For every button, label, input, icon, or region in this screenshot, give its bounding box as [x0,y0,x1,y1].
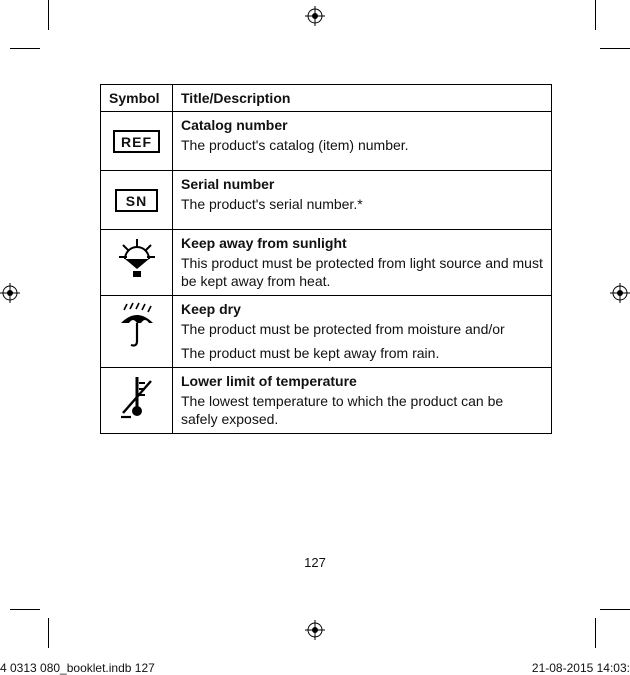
table-row: Keep dry The product must be protected f… [101,296,552,368]
row-desc: This product must be protected from ligh… [181,255,543,290]
desc-cell: Lower limit of temperature The lowest te… [173,368,552,434]
symbols-table: Symbol Title/Description REF Catalog num… [100,84,552,434]
row-desc: The product's catalog (item) number. [181,137,543,155]
reg-mark-top [305,6,325,26]
row-title: Keep away from sunlight [181,235,543,251]
page-number: 127 [0,555,630,570]
reg-mark-bottom [305,620,325,640]
crop-mark [600,609,630,610]
crop-mark [595,618,596,648]
footer-timestamp: 21-08-2015 14:03: [532,661,630,675]
row-desc: The product must be kept away from rain. [181,345,543,363]
lower-temperature-limit-icon [109,373,164,421]
row-title: Lower limit of temperature [181,373,543,389]
row-desc: The product's serial number.* [181,196,543,214]
desc-cell: Catalog number The product's catalog (it… [173,112,552,171]
table-row: SN Serial number The product's serial nu… [101,171,552,230]
sn-icon: SN [115,189,158,212]
row-desc: The lowest temperature to which the prod… [181,393,543,428]
crop-mark [600,48,630,49]
reg-mark-right [610,283,630,303]
ref-icon: REF [113,130,160,153]
crop-mark [48,618,49,648]
symbol-cell-temp [101,368,173,434]
table-row: Keep away from sunlight This product mus… [101,230,552,296]
crop-mark [48,0,49,30]
crop-mark [595,0,596,30]
row-title: Serial number [181,176,543,192]
table-row: Lower limit of temperature The lowest te… [101,368,552,434]
keep-dry-icon [109,301,164,349]
page-content: Symbol Title/Description REF Catalog num… [100,84,552,434]
reg-mark-left [0,283,20,303]
row-title: Catalog number [181,117,543,133]
desc-cell: Keep away from sunlight This product mus… [173,230,552,296]
header-description: Title/Description [173,85,552,112]
header-symbol: Symbol [101,85,173,112]
symbol-cell-sunlight [101,230,173,296]
table-header-row: Symbol Title/Description [101,85,552,112]
symbol-cell-sn: SN [101,171,173,230]
crop-mark [10,48,40,49]
keep-away-from-sunlight-icon [109,235,164,283]
crop-mark [10,609,40,610]
desc-cell: Keep dry The product must be protected f… [173,296,552,368]
table-row: REF Catalog number The product's catalog… [101,112,552,171]
symbol-cell-keepdry [101,296,173,368]
symbol-cell-ref: REF [101,112,173,171]
footer-file: 4 0313 080_booklet.indb 127 [0,661,155,675]
row-title: Keep dry [181,301,543,317]
desc-cell: Serial number The product's serial numbe… [173,171,552,230]
row-desc: The product must be protected from moist… [181,321,543,339]
